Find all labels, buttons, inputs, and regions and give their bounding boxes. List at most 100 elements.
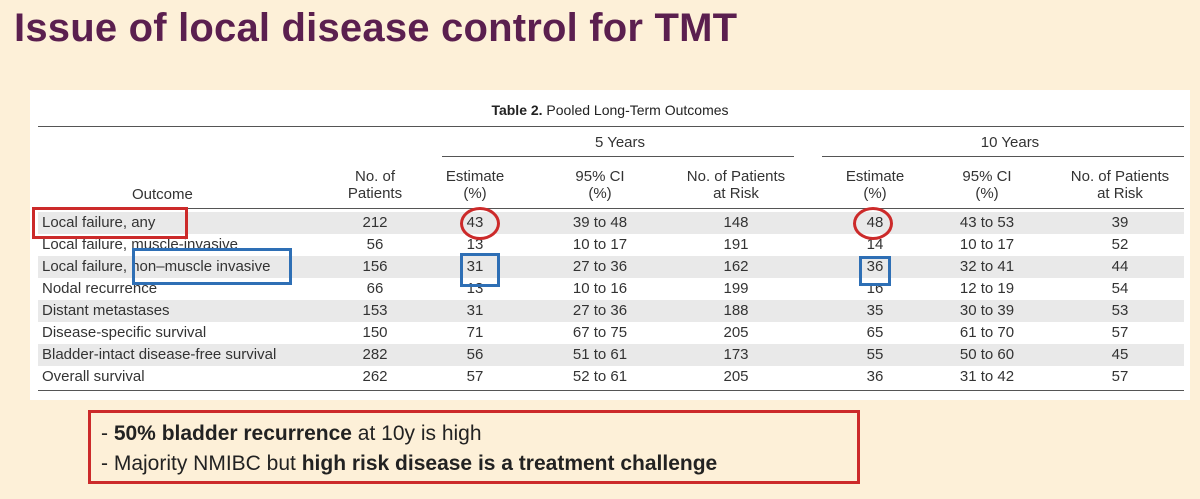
cell-outcome: Distant metastases	[42, 302, 170, 319]
cell-patients: 262	[362, 368, 388, 385]
table-caption: Table 2. Pooled Long-Term Outcomes	[30, 102, 1190, 118]
highlight-circle-estimate-10y	[853, 207, 893, 240]
table-row: Local failure, any 212 43 39 to 48 148 4…	[38, 212, 1184, 234]
group-header-10-years: 10 Years	[980, 134, 1040, 151]
col-header-ci-5y-line1: 95% CI	[575, 168, 625, 185]
group-header-5-years: 5 Years	[594, 134, 646, 151]
cell-estimate-10y: 14	[866, 236, 884, 253]
table-row: Disease-specific survival 150 71 67 to 7…	[38, 322, 1184, 344]
cell-ci-5y: 27 to 36	[572, 302, 628, 319]
highlight-circle-estimate-5y	[460, 207, 500, 240]
key-point-2-bold: high risk disease is a treatment challen…	[301, 452, 718, 475]
cell-estimate-5y: 13	[466, 236, 484, 253]
cell-patients: 156	[362, 258, 388, 275]
cell-outcome: Nodal recurrence	[42, 280, 158, 297]
cell-ci-5y: 27 to 36	[572, 258, 628, 275]
cell-risk-5y: 199	[723, 280, 749, 297]
cell-estimate-5y: 56	[466, 346, 484, 363]
cell-ci-10y: 50 to 60	[959, 346, 1015, 363]
cell-ci-10y: 31 to 42	[959, 368, 1015, 385]
key-point-1-rest: at 10y is high	[351, 422, 482, 445]
cell-outcome: Disease-specific survival	[42, 324, 207, 341]
top-rule	[38, 126, 1184, 127]
highlight-box-local-failure-any	[32, 207, 188, 239]
col-header-estimate-5y: Estimate (%)	[430, 168, 520, 202]
col-header-patients-line1: No. of	[354, 168, 396, 185]
key-point-2-prefix: - Majority NMIBC but	[101, 452, 302, 475]
cell-risk-10y: 54	[1111, 280, 1129, 297]
cell-estimate-10y: 55	[866, 346, 884, 363]
cell-risk-10y: 52	[1111, 236, 1129, 253]
cell-estimate-10y: 36	[866, 368, 884, 385]
cell-risk-5y: 205	[723, 324, 749, 341]
col-header-risk-5y: No. of Patients at Risk	[666, 168, 806, 202]
col-header-risk-10y: No. of Patients at Risk	[1052, 168, 1188, 202]
key-point-1: - 50% bladder recurrence at 10y is high	[101, 419, 847, 449]
cell-estimate-5y: 31	[466, 258, 484, 275]
cell-estimate-5y: 71	[466, 324, 484, 341]
cell-ci-10y: 10 to 17	[959, 236, 1015, 253]
highlight-box-estimate-10y-nmi	[859, 256, 891, 286]
cell-ci-5y: 10 to 16	[572, 280, 628, 297]
cell-patients: 66	[366, 280, 384, 297]
cell-estimate-10y: 65	[866, 324, 884, 341]
key-point-2: - Majority NMIBC but high risk disease i…	[101, 449, 847, 479]
cell-risk-10y: 45	[1111, 346, 1129, 363]
group-rule-10-years	[822, 156, 1184, 157]
cell-patients: 56	[366, 236, 384, 253]
table-row: Nodal recurrence 66 13 10 to 16 199 16 1…	[38, 278, 1184, 300]
cell-patients: 153	[362, 302, 388, 319]
col-header-ci-10y: 95% CI (%)	[932, 168, 1042, 202]
cell-ci-5y: 10 to 17	[572, 236, 628, 253]
cell-ci-5y: 52 to 61	[572, 368, 628, 385]
header-rule	[38, 208, 1184, 209]
cell-risk-5y: 205	[723, 368, 749, 385]
col-header-estimate-10y: Estimate (%)	[830, 168, 920, 202]
col-header-estimate-5y-line1: Estimate	[445, 168, 505, 185]
cell-outcome: Bladder-intact disease-free survival	[42, 346, 277, 363]
col-header-estimate-10y-line2: (%)	[863, 185, 887, 202]
table-caption-text: Pooled Long-Term Outcomes	[542, 102, 729, 118]
cell-ci-10y: 32 to 41	[959, 258, 1015, 275]
col-header-patients: No. of Patients	[320, 168, 430, 202]
cell-risk-5y: 148	[723, 214, 749, 231]
cell-patients: 212	[362, 214, 388, 231]
table-row: Overall survival 262 57 52 to 61 205 36 …	[38, 366, 1184, 388]
cell-ci-10y: 43 to 53	[959, 214, 1015, 231]
cell-estimate-10y: 36	[866, 258, 884, 275]
cell-patients: 150	[362, 324, 388, 341]
cell-ci-5y: 51 to 61	[572, 346, 628, 363]
col-header-estimate-10y-line1: Estimate	[845, 168, 905, 185]
col-header-patients-line2: Patients	[347, 185, 403, 202]
table-row: Bladder-intact disease-free survival 282…	[38, 344, 1184, 366]
cell-risk-10y: 57	[1111, 368, 1129, 385]
cell-patients: 282	[362, 346, 388, 363]
slide-title: Issue of local disease control for TMT	[14, 6, 738, 50]
key-point-1-bold: 50% bladder recurrence	[113, 422, 352, 445]
cell-ci-10y: 12 to 19	[959, 280, 1015, 297]
outcomes-table: Table 2. Pooled Long-Term Outcomes 5 Yea…	[30, 90, 1190, 400]
col-header-risk-10y-line2: at Risk	[1097, 185, 1143, 202]
bottom-rule	[38, 390, 1184, 391]
table-row: Distant metastases 153 31 27 to 36 188 3…	[38, 300, 1184, 322]
group-rule-5-years	[442, 156, 794, 157]
cell-risk-10y: 39	[1111, 214, 1129, 231]
cell-outcome: Local failure, any	[42, 214, 156, 231]
cell-outcome: Local failure, non–muscle invasive	[42, 258, 271, 275]
cell-risk-10y: 44	[1111, 258, 1129, 275]
col-header-risk-10y-line1: No. of Patients	[1070, 168, 1170, 185]
key-point-1-prefix: -	[101, 422, 114, 445]
cell-estimate-10y: 35	[866, 302, 884, 319]
table-row: Local failure, non–muscle invasive 156 3…	[38, 256, 1184, 278]
table-row: Local failure, muscle-invasive 56 13 10 …	[38, 234, 1184, 256]
cell-risk-5y: 191	[723, 236, 749, 253]
table-caption-label: Table 2.	[491, 102, 543, 118]
highlight-box-non-muscle-invasive	[132, 248, 292, 285]
cell-ci-5y: 67 to 75	[572, 324, 628, 341]
col-header-ci-5y: 95% CI (%)	[545, 168, 655, 202]
key-points-box: - 50% bladder recurrence at 10y is high …	[88, 410, 860, 484]
cell-ci-10y: 30 to 39	[959, 302, 1015, 319]
cell-estimate-5y: 31	[466, 302, 484, 319]
cell-ci-10y: 61 to 70	[959, 324, 1015, 341]
col-header-ci-10y-line1: 95% CI	[962, 168, 1012, 185]
